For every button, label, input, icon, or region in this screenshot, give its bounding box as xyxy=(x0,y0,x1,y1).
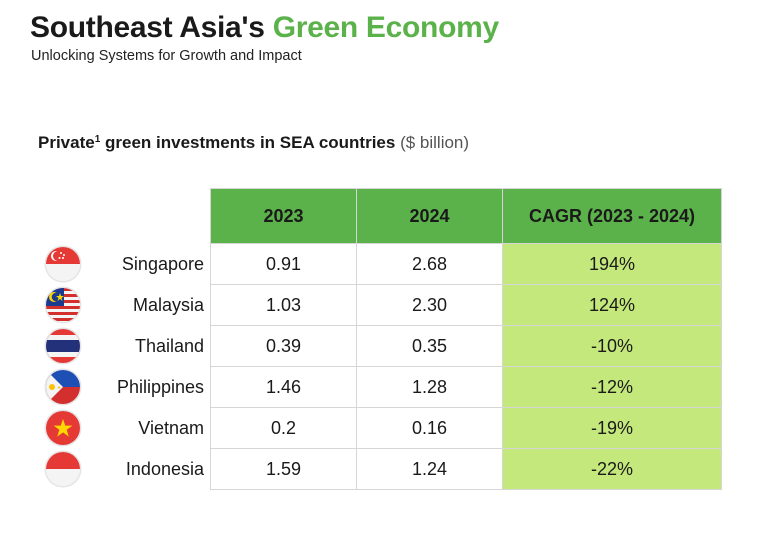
country-label: Vietnam xyxy=(138,417,204,438)
table-row: Malaysia 1.03 2.30 124% xyxy=(38,284,722,326)
malaysia-flag-icon xyxy=(46,287,80,322)
table-row: Philippines 1.46 1.28 -12% xyxy=(38,366,722,408)
country-cell: Singapore xyxy=(38,244,211,285)
chart-title-rest: green investments in SEA countries xyxy=(105,133,396,152)
country-label: Singapore xyxy=(121,253,204,274)
country-cell: Philippines xyxy=(38,367,211,408)
title-accent: Green Economy xyxy=(272,11,499,44)
value-2023-cell: 0.91 xyxy=(210,243,357,285)
singapore-flag-icon xyxy=(46,246,80,281)
value-2024-cell: 1.28 xyxy=(356,366,503,408)
country-cell: Vietnam xyxy=(38,408,211,449)
title-main: Southeast Asia's xyxy=(30,11,265,44)
thailand-flag-icon xyxy=(46,328,80,363)
country-label: Philippines xyxy=(116,376,204,397)
table-body: Singapore 0.91 2.68 194% Malaysia 1.03 2.30 124… xyxy=(38,243,722,490)
table-row: Vietnam 0.2 0.16 -19% xyxy=(38,407,722,449)
table-header-row: 2023 2024 CAGR (2023 - 2024) xyxy=(38,188,722,244)
table-row: Singapore 0.91 2.68 194% xyxy=(38,243,722,285)
column-header-2024: 2024 xyxy=(356,188,503,244)
page-title: Southeast Asia's Green Economy xyxy=(30,11,499,45)
value-2024-cell: 0.16 xyxy=(356,407,503,449)
cagr-cell: -12% xyxy=(502,366,722,408)
country-label: Indonesia xyxy=(125,458,204,479)
investment-table: 2023 2024 CAGR (2023 - 2024) Singapore 0.… xyxy=(38,188,722,490)
chart-title-unit: ($ billion) xyxy=(400,133,470,152)
country-label: Thailand xyxy=(134,335,204,356)
indonesia-flag-icon xyxy=(46,451,80,486)
cagr-cell: -22% xyxy=(502,448,722,490)
column-header-cagr: CAGR (2023 - 2024) xyxy=(502,188,722,244)
chart-title: Private1 green investments in SEA countr… xyxy=(38,133,469,153)
country-cell: Malaysia xyxy=(38,285,211,326)
cagr-cell: 124% xyxy=(502,284,722,326)
cagr-cell: 194% xyxy=(502,243,722,285)
vietnam-flag-icon xyxy=(46,410,80,445)
table-row: Indonesia 1.59 1.24 -22% xyxy=(38,448,722,490)
table-row: Thailand 0.39 0.35 -10% xyxy=(38,325,722,367)
column-header-2023: 2023 xyxy=(210,188,357,244)
value-2024-cell: 0.35 xyxy=(356,325,503,367)
header-blank-cell xyxy=(38,189,211,244)
value-2024-cell: 2.30 xyxy=(356,284,503,326)
value-2023-cell: 0.39 xyxy=(210,325,357,367)
value-2023-cell: 1.46 xyxy=(210,366,357,408)
philippines-flag-icon xyxy=(46,369,80,404)
value-2024-cell: 1.24 xyxy=(356,448,503,490)
value-2023-cell: 1.59 xyxy=(210,448,357,490)
cagr-cell: -19% xyxy=(502,407,722,449)
chart-title-label: Private xyxy=(38,133,95,152)
country-cell: Thailand xyxy=(38,326,211,367)
country-cell: Indonesia xyxy=(38,449,211,490)
country-label: Malaysia xyxy=(132,294,204,315)
value-2024-cell: 2.68 xyxy=(356,243,503,285)
cagr-cell: -10% xyxy=(502,325,722,367)
value-2023-cell: 0.2 xyxy=(210,407,357,449)
value-2023-cell: 1.03 xyxy=(210,284,357,326)
page-subtitle: Unlocking Systems for Growth and Impact xyxy=(31,48,302,64)
footnote-marker: 1 xyxy=(94,134,101,145)
